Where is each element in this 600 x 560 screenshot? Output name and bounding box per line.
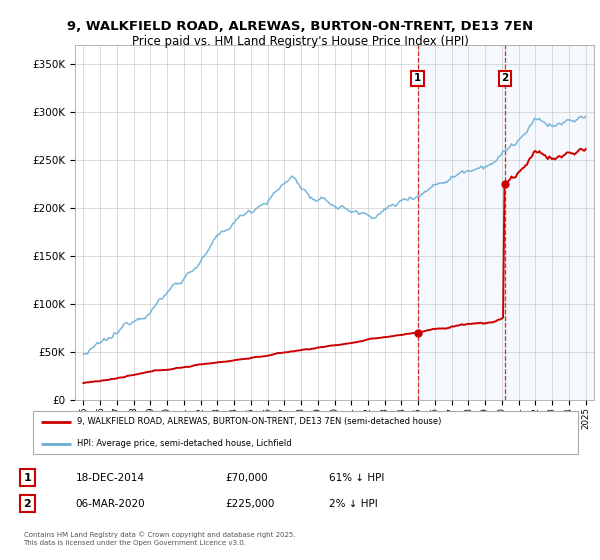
Text: 06-MAR-2020: 06-MAR-2020	[76, 498, 145, 508]
Text: 1: 1	[414, 73, 421, 83]
Text: 2: 2	[23, 498, 31, 508]
Text: Price paid vs. HM Land Registry's House Price Index (HPI): Price paid vs. HM Land Registry's House …	[131, 35, 469, 48]
Text: 18-DEC-2014: 18-DEC-2014	[76, 473, 145, 483]
Bar	[418, 45, 505, 400]
Bar	[505, 45, 594, 400]
Text: £225,000: £225,000	[225, 498, 274, 508]
Text: 9, WALKFIELD ROAD, ALREWAS, BURTON-ON-TRENT, DE13 7EN: 9, WALKFIELD ROAD, ALREWAS, BURTON-ON-TR…	[67, 20, 533, 32]
Text: 2% ↓ HPI: 2% ↓ HPI	[329, 498, 377, 508]
Text: Contains HM Land Registry data © Crown copyright and database right 2025.
This d: Contains HM Land Registry data © Crown c…	[23, 531, 295, 545]
Text: 9, WALKFIELD ROAD, ALREWAS, BURTON-ON-TRENT, DE13 7EN (semi-detached house): 9, WALKFIELD ROAD, ALREWAS, BURTON-ON-TR…	[77, 417, 441, 426]
Text: HPI: Average price, semi-detached house, Lichfield: HPI: Average price, semi-detached house,…	[77, 439, 292, 448]
Text: £70,000: £70,000	[225, 473, 268, 483]
FancyBboxPatch shape	[33, 410, 578, 455]
Text: 2: 2	[502, 73, 509, 83]
Text: 61% ↓ HPI: 61% ↓ HPI	[329, 473, 384, 483]
Text: 1: 1	[23, 473, 31, 483]
